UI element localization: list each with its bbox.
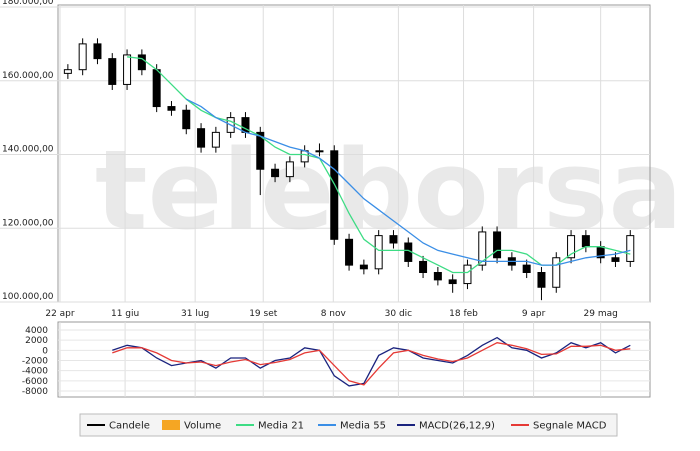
legend-label: Segnale MACD bbox=[533, 421, 607, 432]
candle-body bbox=[552, 257, 561, 288]
x-tick-label: 22 apr bbox=[45, 309, 75, 319]
legend-label: Media 55 bbox=[340, 421, 386, 432]
series-line bbox=[112, 342, 631, 386]
candle-body bbox=[211, 131, 220, 148]
y-tick-label: 180.000,00 bbox=[2, 0, 54, 7]
candle-body bbox=[137, 54, 146, 71]
y-tick-label: 0 bbox=[42, 346, 48, 356]
candle-body bbox=[78, 43, 87, 71]
legend-label: Volume bbox=[184, 421, 221, 432]
candle-body bbox=[626, 235, 635, 262]
x-tick-label: 11 giu bbox=[111, 309, 139, 319]
y-tick-label: -4000 bbox=[22, 367, 48, 377]
x-tick-label: 18 feb bbox=[449, 309, 478, 319]
candle-body bbox=[182, 109, 191, 130]
y-tick-label: 4000 bbox=[25, 326, 48, 336]
candle-body bbox=[63, 69, 72, 74]
candle-body bbox=[537, 272, 546, 288]
y-tick-label: -8000 bbox=[22, 387, 48, 397]
candle-body bbox=[374, 235, 383, 270]
candle-body bbox=[493, 231, 502, 259]
x-tick-label: 29 mag bbox=[584, 309, 618, 319]
y-tick-label: 2000 bbox=[25, 336, 48, 346]
legend-label: Media 21 bbox=[258, 421, 304, 432]
x-tick-label: 31 lug bbox=[181, 309, 209, 319]
candle-body bbox=[93, 43, 102, 60]
y-tick-label: 100.000,00 bbox=[2, 292, 54, 302]
candle-body bbox=[567, 235, 576, 259]
candle-body bbox=[285, 161, 294, 178]
candle-body bbox=[478, 231, 487, 266]
candle-body bbox=[581, 235, 590, 248]
candle-body bbox=[315, 150, 324, 153]
candle-body bbox=[123, 54, 132, 85]
candle-body bbox=[345, 238, 354, 266]
legend-label: MACD(26,12,9) bbox=[419, 421, 495, 432]
candle-body bbox=[389, 235, 398, 244]
candle-body bbox=[152, 69, 161, 108]
y-tick-label: 140.000,00 bbox=[2, 145, 54, 155]
candle-body bbox=[419, 260, 428, 273]
candle-body bbox=[522, 264, 531, 273]
x-tick-label: 30 dic bbox=[385, 309, 413, 319]
candle-body bbox=[197, 128, 206, 148]
candle-body bbox=[256, 131, 265, 170]
series-line bbox=[186, 98, 631, 266]
watermark: teleborsa bbox=[95, 126, 683, 254]
candle-body bbox=[359, 264, 368, 270]
candle-body bbox=[611, 257, 620, 262]
legend-label: Candele bbox=[109, 421, 150, 432]
series-line bbox=[112, 336, 631, 387]
candle-body bbox=[271, 168, 280, 178]
candle-body bbox=[108, 58, 117, 85]
macd-area bbox=[57, 321, 651, 398]
candle-body bbox=[463, 264, 472, 285]
y-tick-label: -2000 bbox=[22, 357, 48, 367]
y-tick-label: -6000 bbox=[22, 377, 48, 387]
y-tick-label: 160.000,00 bbox=[2, 71, 54, 81]
legend-box bbox=[79, 413, 618, 437]
candle-body bbox=[433, 272, 442, 281]
candle-body bbox=[448, 279, 457, 285]
x-tick-label: 8 nov bbox=[321, 309, 347, 319]
x-tick-label: 19 set bbox=[249, 309, 278, 319]
candle-body bbox=[167, 106, 176, 111]
legend-swatch bbox=[162, 420, 180, 430]
x-tick-label: 9 apr bbox=[522, 309, 546, 319]
candle-body bbox=[330, 150, 339, 240]
y-tick-label: 120.000,00 bbox=[2, 218, 54, 228]
